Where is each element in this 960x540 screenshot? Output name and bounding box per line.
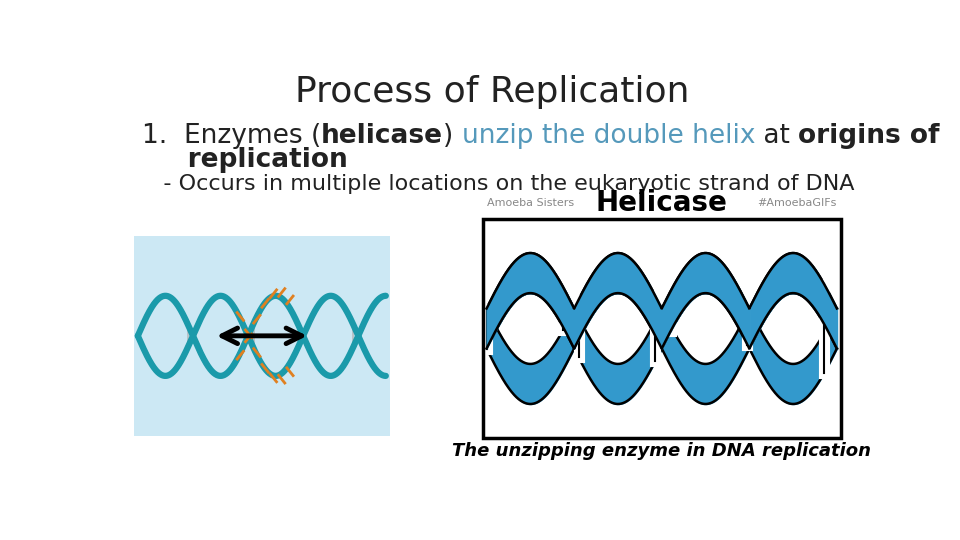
Text: The unzipping enzyme in DNA replication: The unzipping enzyme in DNA replication xyxy=(452,442,872,460)
Text: unzip the double helix: unzip the double helix xyxy=(462,123,756,148)
Bar xyxy=(134,236,390,436)
Text: Helicase: Helicase xyxy=(596,190,728,218)
Text: 1.  Enzymes (: 1. Enzymes ( xyxy=(142,123,321,148)
Text: Process of Replication: Process of Replication xyxy=(295,75,689,109)
Bar xyxy=(483,219,841,438)
Text: ): ) xyxy=(443,123,462,148)
Text: helicase: helicase xyxy=(321,123,443,148)
Text: at: at xyxy=(756,123,799,148)
Text: - Occurs in multiple locations on the eukaryotic strand of DNA: - Occurs in multiple locations on the eu… xyxy=(142,174,854,194)
Text: Amoeba Sisters: Amoeba Sisters xyxy=(488,198,574,208)
Text: #AmoebaGIFs: #AmoebaGIFs xyxy=(756,198,836,208)
Text: origins of: origins of xyxy=(799,123,940,148)
Text: replication: replication xyxy=(142,147,348,173)
Bar xyxy=(483,219,841,438)
